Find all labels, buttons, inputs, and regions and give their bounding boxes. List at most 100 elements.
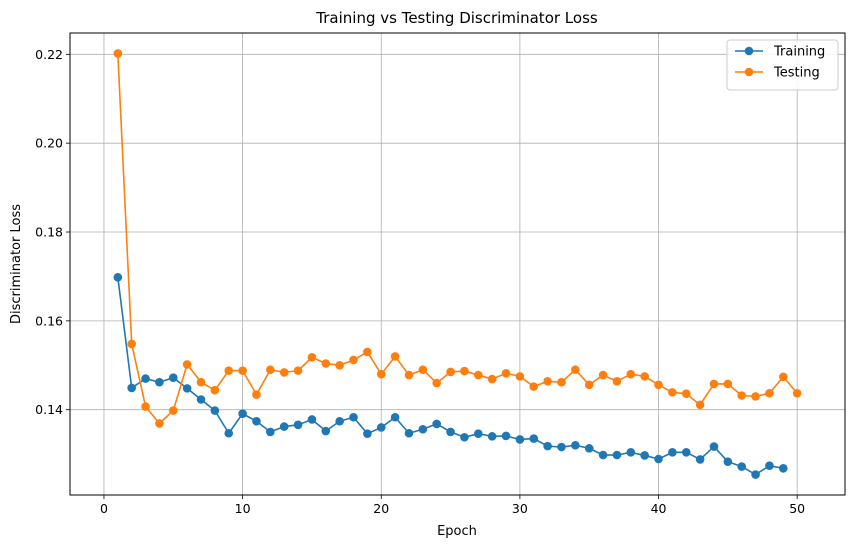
training-point xyxy=(446,427,455,437)
testing-point xyxy=(487,374,497,384)
training-point xyxy=(460,432,469,442)
training-point xyxy=(293,420,303,430)
testing-point xyxy=(779,372,788,382)
testing-point xyxy=(640,372,649,381)
testing-point xyxy=(266,365,275,375)
y-tick-label: 0.16 xyxy=(35,313,63,328)
testing-point xyxy=(404,370,414,380)
training-point xyxy=(113,273,123,282)
testing-point xyxy=(376,369,386,379)
testing-point xyxy=(432,378,442,388)
testing-point xyxy=(598,370,608,380)
testing-point xyxy=(460,366,469,376)
testing-point xyxy=(390,352,400,361)
testing-point xyxy=(668,388,677,397)
training-point xyxy=(751,470,760,479)
testing-point xyxy=(127,339,136,349)
legend-training-label: Training xyxy=(773,45,825,60)
x-axis-label: Epoch xyxy=(437,524,477,539)
testing-point xyxy=(418,365,428,375)
testing-point xyxy=(765,388,774,398)
testing-point xyxy=(155,419,164,428)
x-tick-label: 20 xyxy=(373,501,389,516)
training-point xyxy=(543,441,552,451)
testing-point xyxy=(252,390,261,399)
training-point xyxy=(252,416,261,426)
axis-ticks: 0 10 20 30 40 50 0.14 0.16 0.18 0.20 0.22 xyxy=(35,47,805,516)
training-point xyxy=(765,461,774,470)
training-point xyxy=(598,450,608,460)
training-point xyxy=(141,374,150,383)
testing-point xyxy=(113,49,123,58)
testing-point xyxy=(279,368,289,377)
training-point xyxy=(182,384,192,393)
testing-point xyxy=(709,379,719,389)
x-tick-label: 50 xyxy=(789,501,805,516)
legend-training-marker xyxy=(744,46,754,56)
x-tick-label: 40 xyxy=(651,501,667,516)
testing-point xyxy=(335,360,344,370)
training-point xyxy=(196,395,206,404)
training-point xyxy=(474,429,483,439)
testing-point xyxy=(446,367,455,377)
training-point xyxy=(640,451,649,460)
training-point xyxy=(155,377,164,387)
training-point xyxy=(335,416,344,426)
testing-point xyxy=(626,369,636,379)
testing-point xyxy=(168,406,178,415)
training-point xyxy=(127,383,136,393)
testing-point xyxy=(210,385,220,395)
training-point xyxy=(515,435,525,444)
testing-point xyxy=(349,355,358,365)
testing-point xyxy=(571,365,580,375)
testing-point xyxy=(515,372,525,381)
training-point xyxy=(279,422,289,431)
y-tick-label: 0.14 xyxy=(35,402,63,417)
training-point xyxy=(432,419,442,429)
training-point xyxy=(626,448,636,457)
training-point xyxy=(654,454,663,464)
training-point xyxy=(695,455,705,464)
training-point xyxy=(501,431,511,441)
testing-point xyxy=(529,382,539,391)
x-tick-label: 10 xyxy=(235,501,251,516)
training-point xyxy=(723,457,733,466)
grid-lines xyxy=(70,33,845,495)
testing-point xyxy=(751,392,760,401)
testing-point xyxy=(363,347,372,357)
training-point xyxy=(238,409,247,419)
y-axis-label: Discriminator Loss xyxy=(9,204,24,324)
testing-point xyxy=(737,391,747,400)
training-point xyxy=(404,428,414,438)
training-point xyxy=(779,464,788,473)
training-point xyxy=(571,440,580,450)
training-point xyxy=(376,423,386,432)
testing-point xyxy=(141,402,150,411)
legend-testing-marker xyxy=(744,67,754,77)
y-tick-label: 0.18 xyxy=(35,225,63,240)
training-point xyxy=(307,415,317,424)
testing-point xyxy=(321,359,331,368)
legend-box xyxy=(726,39,839,91)
chart-title: Training vs Testing Discriminator Loss xyxy=(315,9,598,27)
plot-series xyxy=(113,49,802,479)
testing-point xyxy=(543,376,552,386)
training-point xyxy=(612,450,622,460)
training-point xyxy=(321,426,331,436)
testing-point xyxy=(584,380,594,390)
training-point xyxy=(390,412,400,422)
testing-point xyxy=(612,376,622,386)
training-point xyxy=(668,448,677,457)
testing-series-line xyxy=(117,53,798,425)
training-point xyxy=(529,434,539,443)
training-point xyxy=(584,444,594,453)
legend-testing-label: Testing xyxy=(773,66,820,81)
testing-point xyxy=(196,377,206,387)
y-tick-label: 0.22 xyxy=(35,47,63,62)
testing-point xyxy=(307,352,317,362)
x-tick-label: 0 xyxy=(100,501,108,516)
training-point xyxy=(681,448,691,457)
training-point xyxy=(224,428,234,438)
testing-point xyxy=(654,380,663,390)
